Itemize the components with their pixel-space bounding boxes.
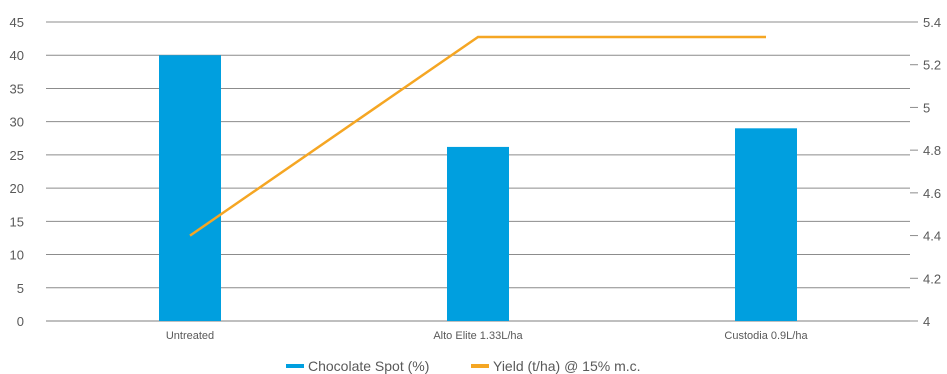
left-tick-label: 10 — [10, 248, 24, 263]
right-tick-label: 5.2 — [923, 58, 941, 73]
category-label: Untreated — [166, 330, 214, 342]
left-tick-label: 0 — [17, 314, 24, 329]
right-tick-label: 4 — [923, 314, 930, 329]
category-label: Alto Elite 1.33L/ha — [433, 330, 523, 342]
legend-swatch-yield — [471, 364, 489, 368]
category-axis: Untreated Alto Elite 1.33L/ha Custodia 0.9… — [166, 330, 809, 342]
left-tick-label: 45 — [10, 15, 24, 30]
left-tick-label: 15 — [10, 214, 24, 229]
left-tick-label: 5 — [17, 281, 24, 296]
legend-label-chocolate-spot: Chocolate Spot (%) — [308, 358, 429, 374]
left-axis: 0 5 10 15 20 25 30 35 40 45 — [10, 15, 24, 329]
bar-0 — [159, 55, 221, 321]
right-tick-label: 5.4 — [923, 15, 941, 30]
left-tick-label: 30 — [10, 115, 24, 130]
right-axis: 4 4.2 4.4 4.6 4.8 5 5.2 5.4 — [910, 15, 941, 329]
right-tick-label: 4.2 — [923, 271, 941, 286]
left-tick-label: 35 — [10, 81, 24, 96]
right-tick-label: 5 — [923, 100, 930, 115]
category-label: Custodia 0.9L/ha — [724, 330, 808, 342]
right-tick-label: 4.8 — [923, 143, 941, 158]
legend-swatch-chocolate-spot — [286, 364, 304, 368]
legend-label-yield: Yield (t/ha) @ 15% m.c. — [493, 358, 641, 374]
legend: Chocolate Spot (%) Yield (t/ha) @ 15% m.… — [286, 358, 641, 374]
right-tick-label: 4.4 — [923, 229, 941, 244]
bar-2 — [735, 128, 797, 321]
left-tick-label: 20 — [10, 181, 24, 196]
left-tick-label: 25 — [10, 148, 24, 163]
right-tick-label: 4.6 — [923, 186, 941, 201]
line-series — [189, 35, 767, 237]
left-tick-label: 40 — [10, 48, 24, 63]
bar-series — [159, 55, 797, 321]
bar-1 — [447, 146, 509, 321]
